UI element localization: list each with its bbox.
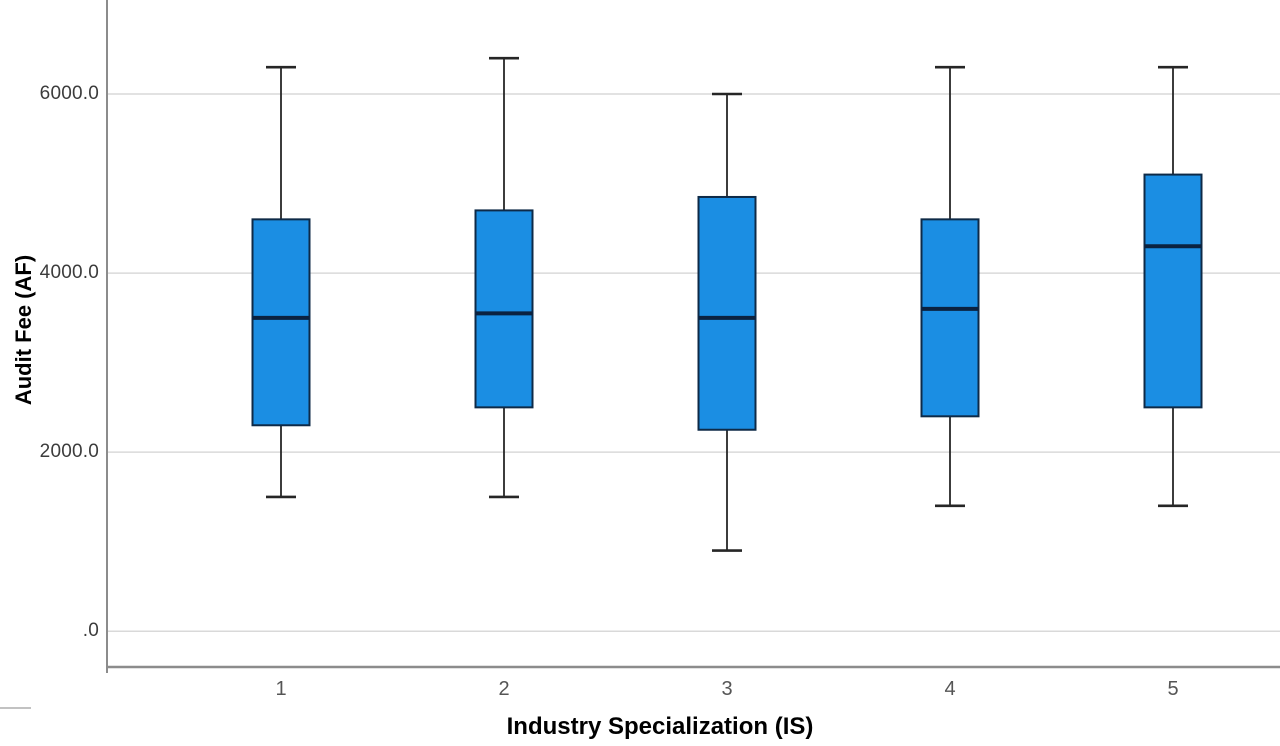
iqr-box: [697, 195, 757, 431]
y-axis-title: Audit Fee (AF): [11, 254, 36, 406]
y-tick-label-.0: .0: [82, 620, 99, 642]
x-tick-label-4: 4: [944, 678, 956, 700]
boxplot-category-5: [1143, 65, 1203, 508]
boxplot-category-3: [697, 92, 757, 552]
boxplot-category-2: [474, 56, 534, 499]
bottom-left-artifact-line: [0, 707, 31, 709]
x-tick-label-1: 1: [275, 678, 287, 700]
x-tick-label-5: 5: [1167, 678, 1179, 700]
y-axis-tick-labels: 6000.0 4000.0 2000.0 .0: [0, 0, 100, 746]
iqr-box: [1143, 173, 1203, 409]
boxplot-category-1: [251, 65, 311, 499]
x-axis-title: Industry Specialization (IS): [506, 713, 814, 740]
iqr-box: [251, 218, 311, 427]
iqr-box: [474, 209, 534, 409]
boxplot-category-4: [920, 65, 980, 508]
iqr-box: [920, 218, 980, 418]
y-tick-label-4000.0: 4000.0: [39, 262, 99, 284]
x-tick-label-2: 2: [498, 678, 510, 700]
y-tick-label-6000.0: 6000.0: [39, 83, 99, 104]
x-tick-label-3: 3: [721, 678, 733, 700]
y-tick-label-2000.0: 2000.0: [39, 441, 99, 463]
